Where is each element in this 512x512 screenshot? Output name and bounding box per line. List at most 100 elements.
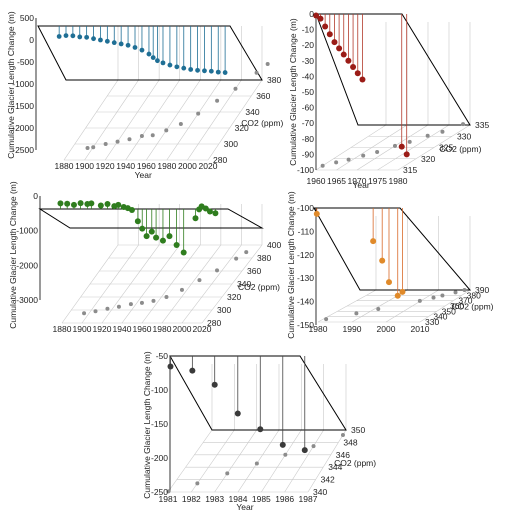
co2-point-c	[392, 143, 397, 148]
co2-point-c	[425, 133, 430, 138]
co2-point-e	[166, 489, 171, 494]
y-tick-c: -70	[302, 118, 315, 128]
z-tick-e: 348	[343, 437, 357, 447]
co2-point-b	[116, 304, 121, 309]
y-axis-label-e: Cumulative Glacier Length Change (m)	[142, 351, 152, 499]
y-tick-e: -250	[151, 487, 168, 497]
y-tick-c: -90	[302, 149, 315, 159]
glacier-point-a	[70, 33, 76, 39]
x-tick-b: 1940	[113, 324, 132, 334]
co2-point-b	[128, 302, 133, 307]
floor-grid-x-e	[284, 429, 324, 493]
y-tick-e: -100	[151, 385, 168, 395]
x-tick-d: 2010	[411, 324, 430, 334]
co2-point-e	[311, 444, 316, 449]
glacier-point-e	[257, 426, 264, 433]
x-tick-a: 1920	[96, 161, 115, 171]
co2-point-b	[105, 306, 110, 311]
panel-a: CO2 (ppm)	[35, 18, 283, 161]
y-tick-a: 500	[20, 13, 34, 23]
floor-grid-x-a	[166, 79, 222, 161]
z-tick-a: 340	[245, 107, 259, 117]
x-tick-e: 1984	[229, 494, 248, 504]
z-tick-d: 330	[425, 317, 439, 327]
floor-grid-x-e	[191, 429, 235, 493]
glacier-point-d	[313, 210, 320, 217]
glacier-point-c	[403, 151, 410, 158]
co2-point-a	[265, 62, 270, 66]
y-axis-label-a: Cumulative Glacier Length Change (m)	[6, 11, 16, 159]
glacier-point-a	[146, 51, 152, 57]
z-tick-a: 300	[224, 139, 238, 149]
glacier-point-a	[91, 36, 96, 42]
z-tick-a: 280	[213, 155, 227, 165]
z-tick-d: 360	[450, 301, 464, 311]
x-tick-b: 1900	[73, 324, 92, 334]
y-tick-a: -1000	[12, 79, 34, 89]
glacier-point-b	[143, 233, 150, 240]
glacier-point-a	[77, 34, 83, 40]
glacier-point-a	[63, 33, 69, 38]
co2-point-a	[233, 86, 238, 91]
y-tick-d: -100	[297, 203, 314, 213]
co2-point-b	[164, 295, 169, 299]
x-axis-label-a: Year	[135, 170, 152, 180]
glacier-point-e	[279, 441, 286, 448]
glacier-point-c	[313, 12, 320, 19]
glacier-point-e	[167, 363, 174, 370]
panel-e: CO2 (ppm)	[166, 355, 376, 494]
x-tick-a: 2000	[178, 161, 197, 171]
z-tick-a: 320	[235, 123, 249, 133]
glacier-point-b	[180, 249, 187, 256]
glacier-point-b	[104, 201, 111, 208]
glacier-point-a	[104, 38, 110, 44]
glacier-point-b	[202, 205, 209, 212]
glacier-point-a	[215, 69, 221, 75]
x-tick-a: 1960	[137, 161, 156, 171]
glacier-point-b	[70, 201, 77, 208]
y-tick-d: -130	[297, 273, 314, 283]
y-tick-c: -40	[302, 71, 315, 81]
co2-point-e	[283, 452, 288, 457]
plane-frame-b	[38, 208, 264, 229]
glacier-point-a	[118, 41, 124, 47]
glacier-point-b	[57, 200, 64, 207]
z-tick-e: 342	[321, 475, 335, 485]
y-tick-c: -30	[302, 56, 315, 66]
glacier-point-d	[385, 279, 392, 286]
glacier-point-d	[370, 238, 377, 245]
y-tick-a: -1500	[12, 101, 34, 111]
plane-frame-c	[315, 13, 471, 126]
x-tick-d: 1980	[309, 324, 328, 334]
glacier-point-a	[155, 58, 160, 64]
x-tick-a: 1900	[75, 161, 94, 171]
z-tick-c: 325	[439, 143, 453, 153]
glacier-point-b	[166, 233, 173, 240]
x-tick-e: 1987	[299, 494, 318, 504]
glacier-point-b	[97, 202, 104, 209]
co2-point-e	[195, 481, 200, 486]
floor-grid-x-e	[261, 429, 302, 493]
x-tick-b: 1980	[153, 324, 172, 334]
y-tick-d: -150	[297, 320, 314, 330]
z-tick-d: 370	[458, 296, 472, 306]
glacier-point-b	[64, 200, 71, 207]
y-tick-a: -2500	[12, 145, 34, 155]
x-tick-a: 2020	[199, 161, 218, 171]
x-tick-c: 1970	[348, 176, 367, 186]
z-tick-b: 380	[257, 253, 271, 263]
x-tick-e: 1982	[182, 494, 201, 504]
y-axis-label-b: Cumulative Glacier Length Change (m)	[8, 181, 18, 329]
x-tick-a: 1980	[157, 161, 176, 171]
z-tick-b: 360	[247, 266, 261, 276]
x-tick-c: 1960	[307, 176, 326, 186]
glacier-point-b	[139, 225, 146, 232]
y-axis-label-c: Cumulative Glacier Length Change (m)	[288, 18, 298, 166]
glacier-point-e	[211, 381, 218, 388]
y-axis-label-d: Cumulative Glacier Length Change (m)	[286, 191, 296, 339]
glacier-point-b	[153, 234, 160, 241]
z-tick-d: 380	[467, 290, 481, 300]
glacier-point-a	[132, 45, 138, 50]
floor-grid-x-a	[104, 79, 160, 161]
y-tick-b: 0	[33, 191, 38, 201]
